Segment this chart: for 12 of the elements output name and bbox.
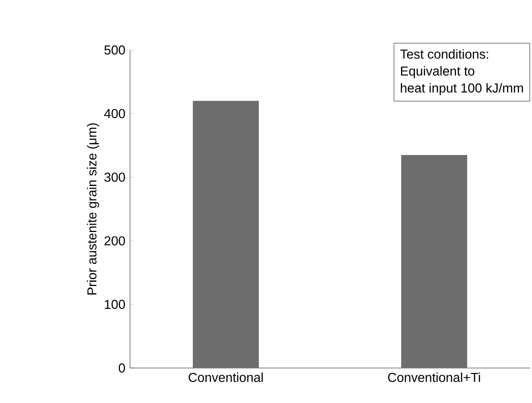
y-tick-label: 0: [118, 363, 125, 373]
y-tick-label: 100: [104, 300, 125, 309]
y-axis-title: Prior austenite grain size (μm): [86, 123, 100, 294]
annotation: Equivalent to: [401, 66, 474, 78]
y-tick-label: 400: [104, 109, 125, 118]
x-tick-label: Conventional: [188, 372, 263, 382]
y-tick-label: 200: [104, 236, 125, 246]
annotation: Test conditions:: [400, 49, 488, 59]
annotation: heat input 100 kJ/mm: [400, 83, 523, 96]
y-tick-label: 300: [104, 172, 125, 182]
y-tick-label: 500: [104, 45, 125, 55]
x-tick-label: Conventional+Ti: [388, 372, 480, 382]
